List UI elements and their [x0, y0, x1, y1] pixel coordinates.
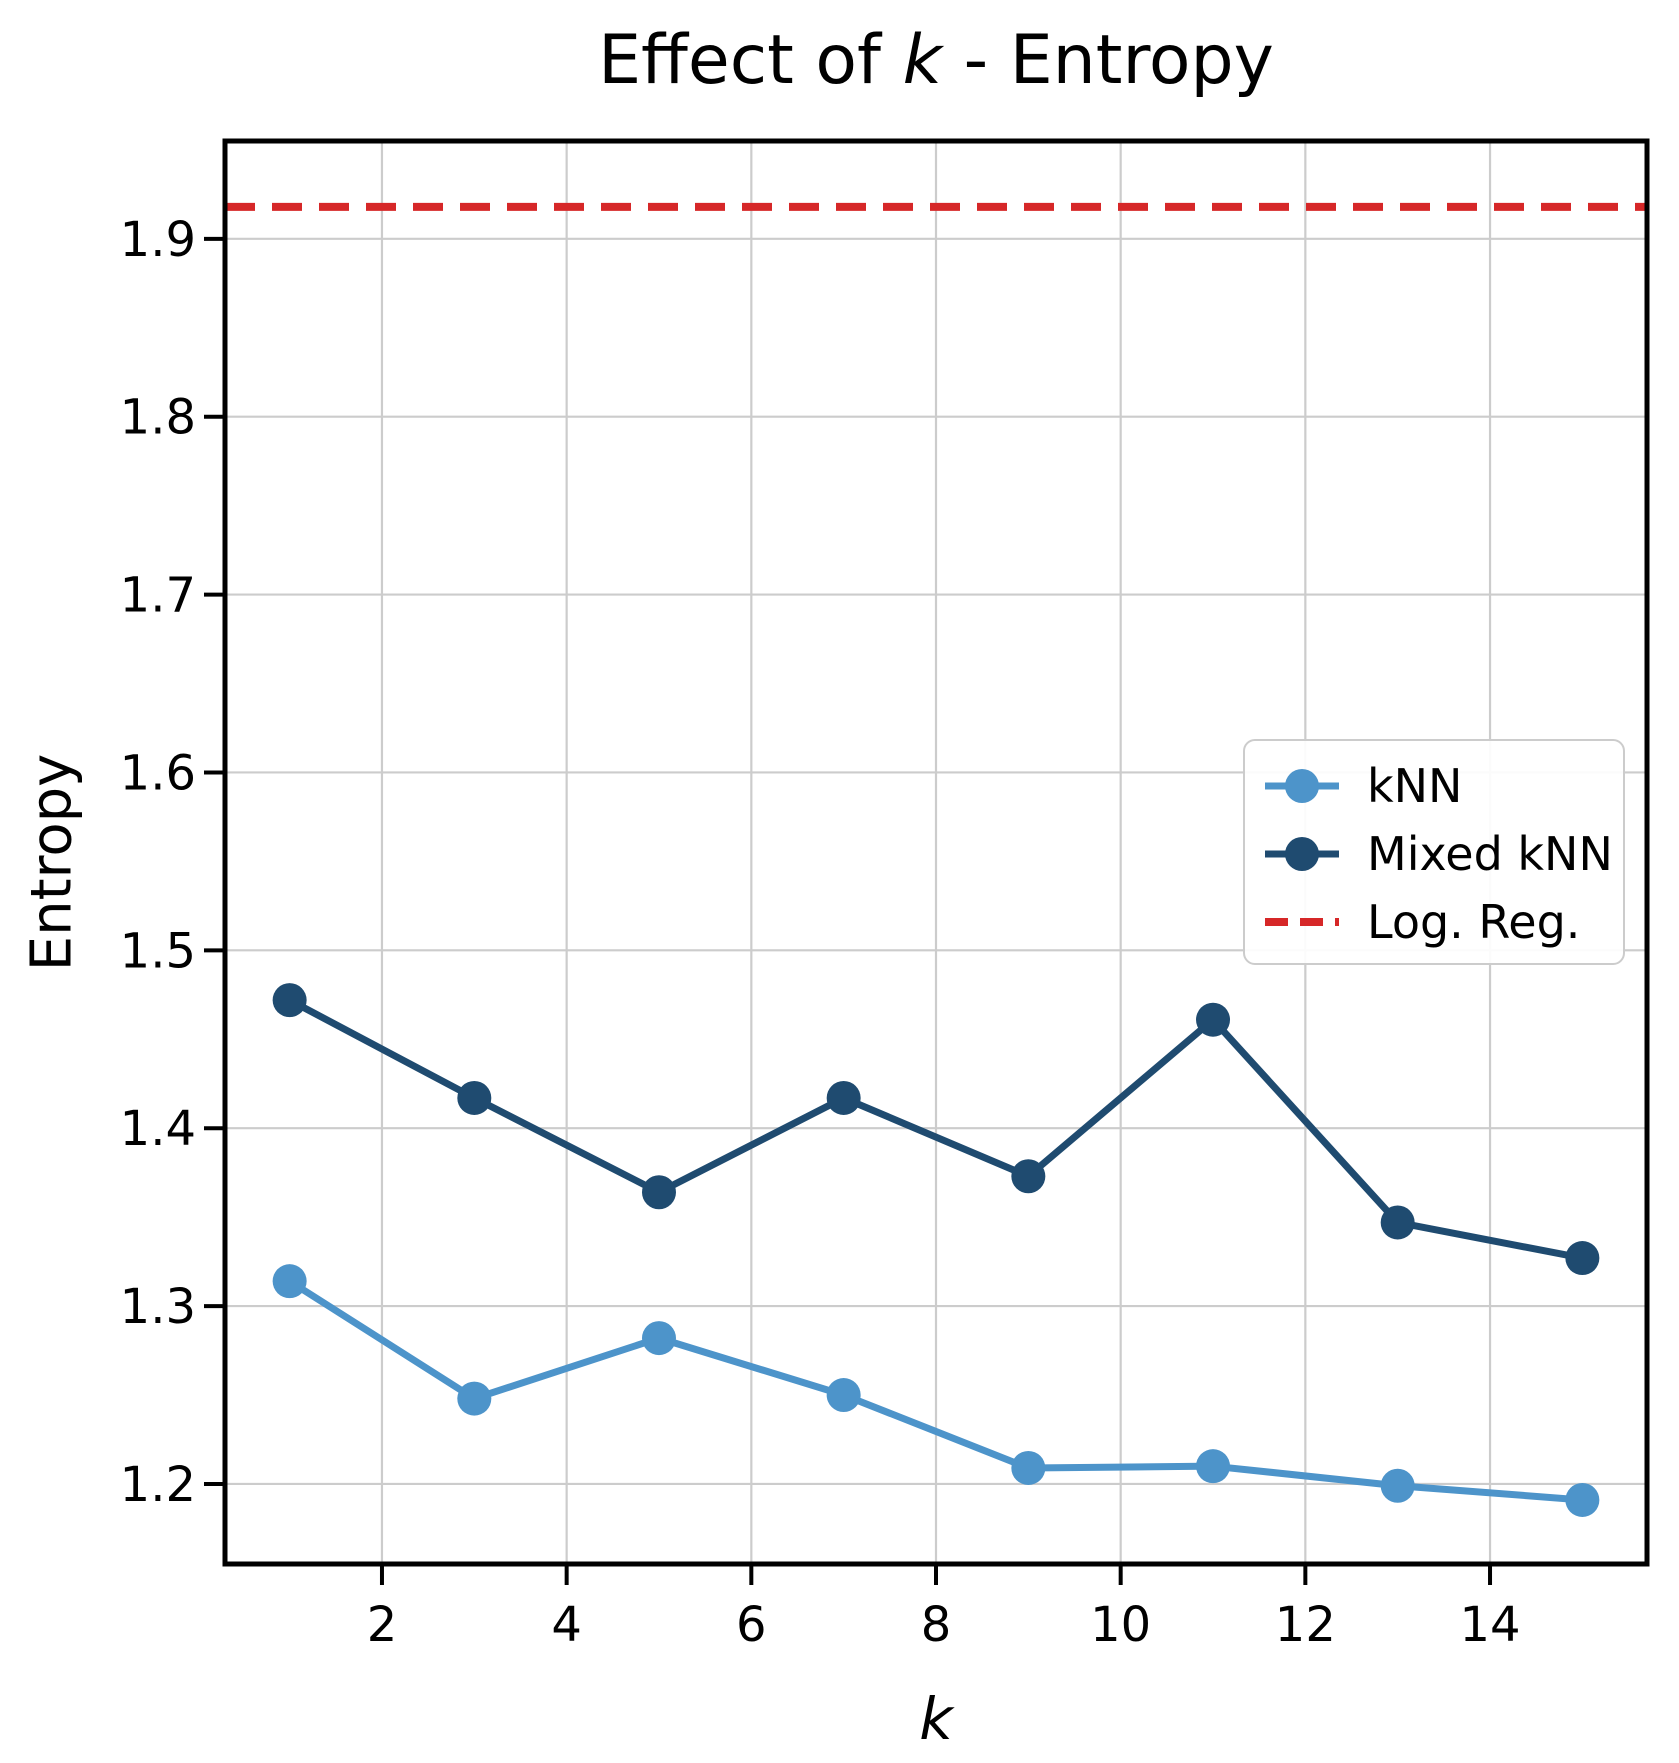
data-point-mixed-knn [1196, 1002, 1231, 1037]
legend-label-mixed-knn: Mixed kNN [1367, 827, 1613, 881]
chart-title: Effect of k - Entropy [225, 21, 1647, 100]
y-tick-label: 1.4 [120, 1101, 196, 1157]
y-tick-label: 1.6 [120, 745, 196, 801]
legend-item-mixed-knn: Mixed kNN [1245, 820, 1623, 888]
legend-label-log-reg: Log. Reg. [1367, 895, 1581, 949]
series-line-mixed-knn [287, 997, 1584, 1262]
x-tick-label: 14 [1459, 1597, 1520, 1653]
data-point-knn [826, 1378, 861, 1413]
data-point-mixed-knn [272, 983, 307, 1018]
data-point-mixed-knn [1565, 1241, 1600, 1276]
y-tick-label: 1.2 [120, 1457, 196, 1513]
y-tick-label: 1.8 [120, 390, 196, 446]
y-tick-label: 1.5 [120, 923, 196, 979]
y-tick-label: 1.3 [120, 1279, 196, 1335]
x-tick-label: 8 [921, 1597, 952, 1653]
axes-spines [222, 138, 1650, 1567]
legend: kNN Mixed kNN Log. Reg. [1243, 739, 1625, 965]
data-point-mixed-knn [1380, 1205, 1415, 1240]
y-tick-label: 1.7 [120, 568, 196, 624]
knn-line-marker-icon [1265, 769, 1339, 803]
x-tick-label: 4 [551, 1597, 582, 1653]
data-point-knn [272, 1264, 307, 1299]
data-point-mixed-knn [1011, 1159, 1046, 1194]
data-point-mixed-knn [641, 1175, 676, 1210]
x-tick-label: 6 [736, 1597, 767, 1653]
data-point-knn [641, 1321, 676, 1356]
mixed-knn-line-marker-icon [1265, 837, 1339, 871]
data-point-knn [1565, 1482, 1600, 1517]
x-axis-label: k [919, 1685, 953, 1753]
series-line-knn [287, 1278, 1583, 1504]
chart-title-k: k [902, 21, 942, 100]
y-tick-label: 1.9 [120, 212, 196, 268]
data-point-knn [1380, 1468, 1415, 1503]
log-reg-dashed-line-icon [1265, 918, 1339, 926]
legend-label-knn: kNN [1367, 759, 1463, 813]
chart-title-suffix: - Entropy [941, 21, 1274, 100]
data-point-knn [457, 1381, 492, 1416]
chart-title-prefix: Effect of [598, 21, 903, 100]
data-point-mixed-knn [826, 1080, 861, 1115]
legend-item-log-reg: Log. Reg. [1245, 888, 1623, 956]
legend-item-knn: kNN [1245, 752, 1623, 820]
x-tick-label: 10 [1090, 1597, 1151, 1653]
data-point-knn [1011, 1450, 1046, 1485]
data-point-mixed-knn [457, 1080, 492, 1115]
x-tick-label: 12 [1275, 1597, 1336, 1653]
x-tick-label: 2 [367, 1597, 398, 1653]
data-point-knn [1196, 1449, 1231, 1484]
